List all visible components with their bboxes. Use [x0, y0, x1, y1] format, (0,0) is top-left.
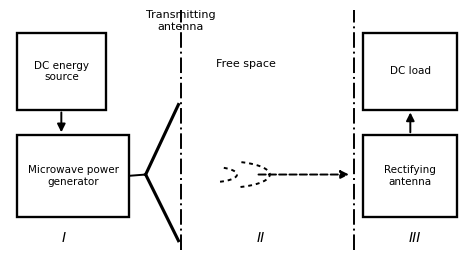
Text: DC load: DC load — [390, 67, 431, 76]
FancyBboxPatch shape — [17, 135, 129, 217]
Text: I: I — [62, 231, 66, 244]
Text: DC energy
source: DC energy source — [34, 61, 89, 82]
Text: Microwave power
generator: Microwave power generator — [27, 165, 118, 187]
Text: Rectifying
antenna: Rectifying antenna — [384, 165, 436, 187]
Text: Transmitting
antenna: Transmitting antenna — [146, 10, 216, 32]
Text: II: II — [256, 231, 264, 244]
Text: Free space: Free space — [217, 59, 276, 69]
FancyBboxPatch shape — [17, 33, 106, 110]
FancyBboxPatch shape — [364, 135, 457, 217]
Text: III: III — [409, 231, 421, 244]
FancyBboxPatch shape — [364, 33, 457, 110]
